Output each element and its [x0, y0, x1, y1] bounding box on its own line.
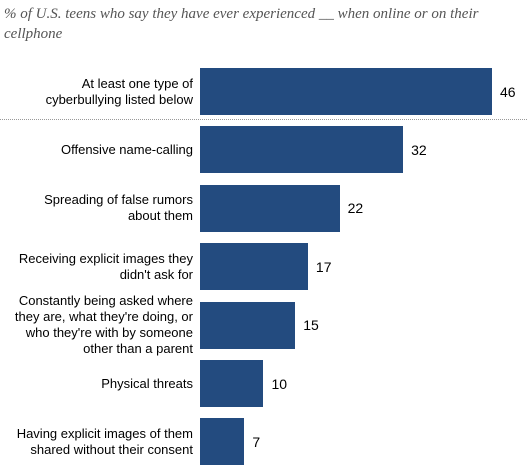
- category-label: Offensive name-calling: [61, 141, 193, 157]
- bar: [200, 360, 264, 407]
- bar: [200, 184, 340, 232]
- separator: [0, 119, 527, 120]
- category-label: Physical threats: [101, 375, 193, 391]
- category-label: At least one type of cyberbullying liste…: [45, 75, 193, 107]
- value-label: 32: [411, 141, 427, 158]
- category-label: Spreading of false rumors about them: [44, 192, 193, 224]
- value-label: 22: [347, 200, 364, 217]
- bar: [200, 126, 404, 174]
- value-label: 7: [252, 433, 261, 450]
- category-label: Receiving explicit images they didn't as…: [18, 250, 193, 282]
- bar: [200, 243, 308, 291]
- category-label: Having explicit images of them shared wi…: [16, 425, 193, 457]
- value-label: 15: [303, 317, 319, 334]
- value-label: 17: [315, 258, 332, 275]
- bar: [200, 301, 296, 349]
- category-label: Constantly being asked where they are, w…: [14, 293, 193, 357]
- value-label: 10: [271, 375, 288, 392]
- chart-title: % of U.S. teens who say they have ever e…: [4, 6, 479, 42]
- bar: [200, 418, 245, 466]
- bar: [200, 68, 492, 115]
- value-label: 46: [500, 83, 516, 100]
